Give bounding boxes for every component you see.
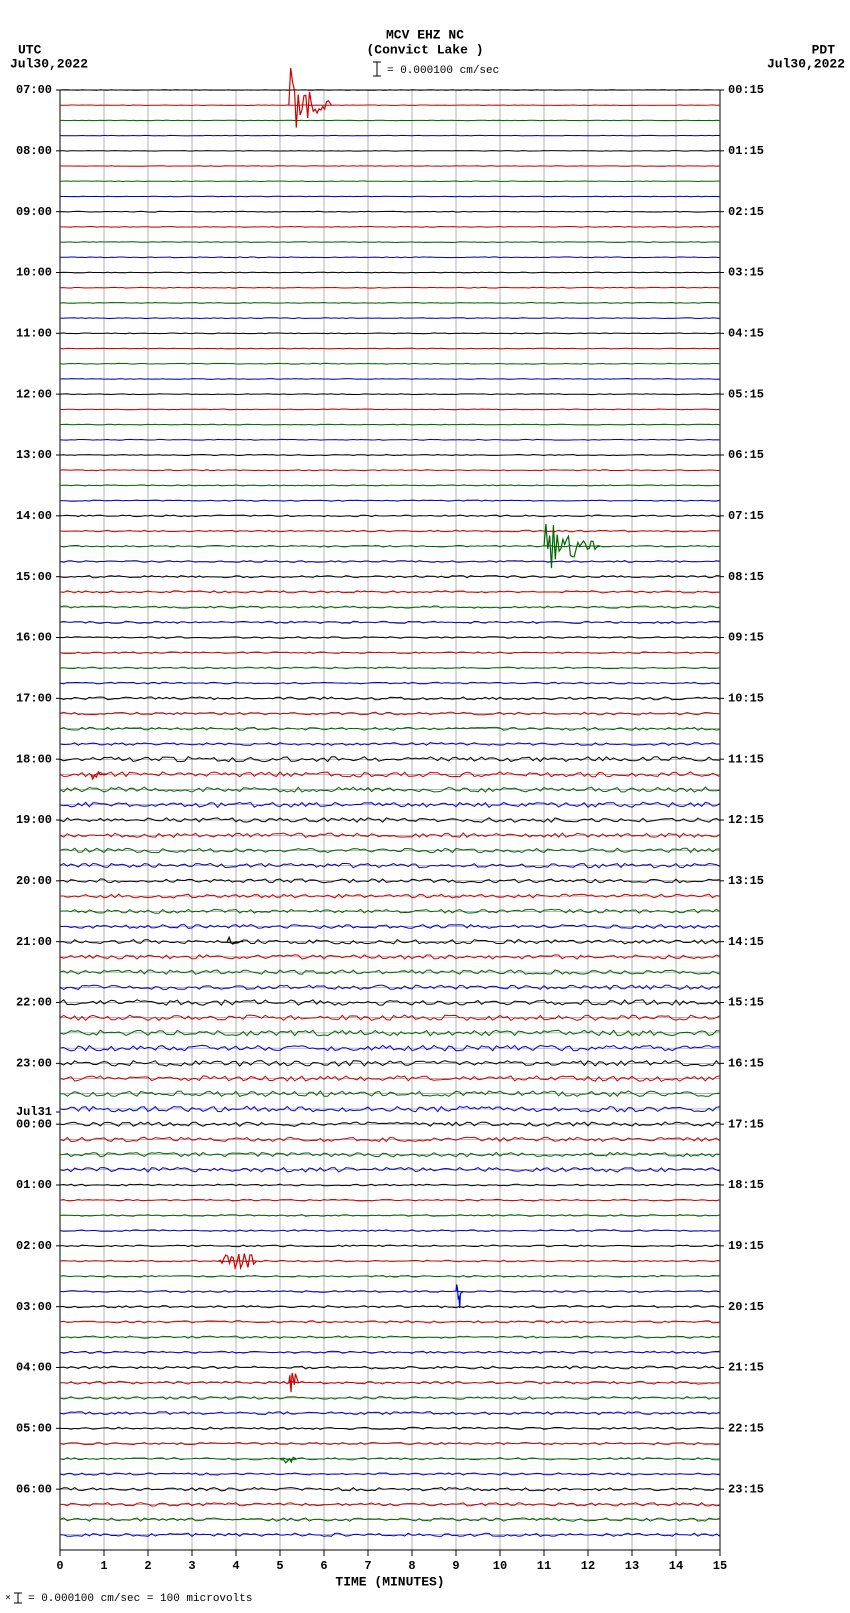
svg-text:14: 14 — [669, 1559, 683, 1573]
svg-text:15: 15 — [713, 1559, 727, 1573]
svg-text:00:15: 00:15 — [728, 83, 764, 97]
svg-text:04:00: 04:00 — [16, 1361, 52, 1375]
svg-text:08:00: 08:00 — [16, 144, 52, 158]
svg-text:19:00: 19:00 — [16, 813, 52, 827]
svg-text:7: 7 — [364, 1559, 371, 1573]
svg-text:07:15: 07:15 — [728, 509, 764, 523]
svg-text:3: 3 — [188, 1559, 195, 1573]
svg-text:21:00: 21:00 — [16, 935, 52, 949]
svg-text:22:15: 22:15 — [728, 1422, 764, 1436]
svg-text:13: 13 — [625, 1559, 639, 1573]
svg-text:10: 10 — [493, 1559, 507, 1573]
svg-text:05:15: 05:15 — [728, 387, 764, 401]
svg-text:17:00: 17:00 — [16, 692, 52, 706]
svg-text:07:00: 07:00 — [16, 83, 52, 97]
svg-text:09:15: 09:15 — [728, 631, 764, 645]
svg-text:17:15: 17:15 — [728, 1117, 764, 1131]
svg-text:13:00: 13:00 — [16, 448, 52, 462]
svg-text:20:15: 20:15 — [728, 1300, 764, 1314]
svg-text:12:15: 12:15 — [728, 813, 764, 827]
svg-text:12: 12 — [581, 1559, 595, 1573]
seismograph-chart: MCV EHZ NC(Convict Lake ) = 0.000100 cm/s… — [0, 0, 850, 1613]
svg-text:06:15: 06:15 — [728, 448, 764, 462]
svg-text:03:00: 03:00 — [16, 1300, 52, 1314]
svg-text:= 0.000100 cm/sec = 100 mic: = 0.000100 cm/sec = 100 microvolts — [28, 1593, 252, 1605]
svg-text:05:00: 05:00 — [16, 1422, 52, 1436]
svg-text:1: 1 — [100, 1559, 107, 1573]
svg-text:06:00: 06:00 — [16, 1482, 52, 1496]
svg-text:23:00: 23:00 — [16, 1057, 52, 1071]
svg-text:20:00: 20:00 — [16, 874, 52, 888]
svg-text:11:15: 11:15 — [728, 752, 764, 766]
svg-text:6: 6 — [320, 1559, 327, 1573]
svg-text:02:00: 02:00 — [16, 1239, 52, 1253]
svg-text:09:00: 09:00 — [16, 205, 52, 219]
svg-text:10:00: 10:00 — [16, 266, 52, 280]
svg-text:4: 4 — [232, 1559, 239, 1573]
svg-text:0: 0 — [56, 1559, 63, 1573]
svg-text:12:00: 12:00 — [16, 387, 52, 401]
svg-text:18:00: 18:00 — [16, 752, 52, 766]
svg-text:03:15: 03:15 — [728, 266, 764, 280]
svg-text:15:15: 15:15 — [728, 996, 764, 1010]
svg-text:01:00: 01:00 — [16, 1178, 52, 1192]
svg-text:8: 8 — [408, 1559, 415, 1573]
svg-text:MCV EHZ NC: MCV EHZ NC — [386, 27, 464, 42]
svg-text:21:15: 21:15 — [728, 1361, 764, 1375]
svg-text:16:15: 16:15 — [728, 1057, 764, 1071]
svg-text:19:15: 19:15 — [728, 1239, 764, 1253]
svg-text:22:00: 22:00 — [16, 996, 52, 1010]
svg-text:13:15: 13:15 — [728, 874, 764, 888]
svg-text:2: 2 — [144, 1559, 151, 1573]
svg-text:02:15: 02:15 — [728, 205, 764, 219]
svg-text:01:15: 01:15 — [728, 144, 764, 158]
svg-text:TIME (MINUTES): TIME (MINUTES) — [335, 1574, 444, 1589]
svg-text:9: 9 — [452, 1559, 459, 1573]
svg-text:14:15: 14:15 — [728, 935, 764, 949]
svg-text:23:15: 23:15 — [728, 1482, 764, 1496]
svg-text:00:00: 00:00 — [16, 1117, 52, 1131]
svg-text:18:15: 18:15 — [728, 1178, 764, 1192]
svg-text:×: × — [5, 1594, 11, 1605]
svg-text:16:00: 16:00 — [16, 631, 52, 645]
svg-text:PDT: PDT — [812, 42, 836, 57]
svg-text:Jul30,2022: Jul30,2022 — [767, 56, 845, 71]
svg-text:14:00: 14:00 — [16, 509, 52, 523]
svg-text:11:00: 11:00 — [16, 327, 52, 341]
svg-text:15:00: 15:00 — [16, 570, 52, 584]
svg-text:Jul30,2022: Jul30,2022 — [10, 56, 88, 71]
svg-text:= 0.000100 cm/sec: = 0.000100 cm/sec — [387, 65, 499, 77]
svg-text:08:15: 08:15 — [728, 570, 764, 584]
svg-text:11: 11 — [537, 1559, 551, 1573]
svg-text:UTC: UTC — [18, 42, 42, 57]
svg-text:5: 5 — [276, 1559, 283, 1573]
svg-text:(Convict Lake ): (Convict Lake ) — [366, 42, 483, 57]
svg-text:10:15: 10:15 — [728, 692, 764, 706]
svg-text:04:15: 04:15 — [728, 327, 764, 341]
